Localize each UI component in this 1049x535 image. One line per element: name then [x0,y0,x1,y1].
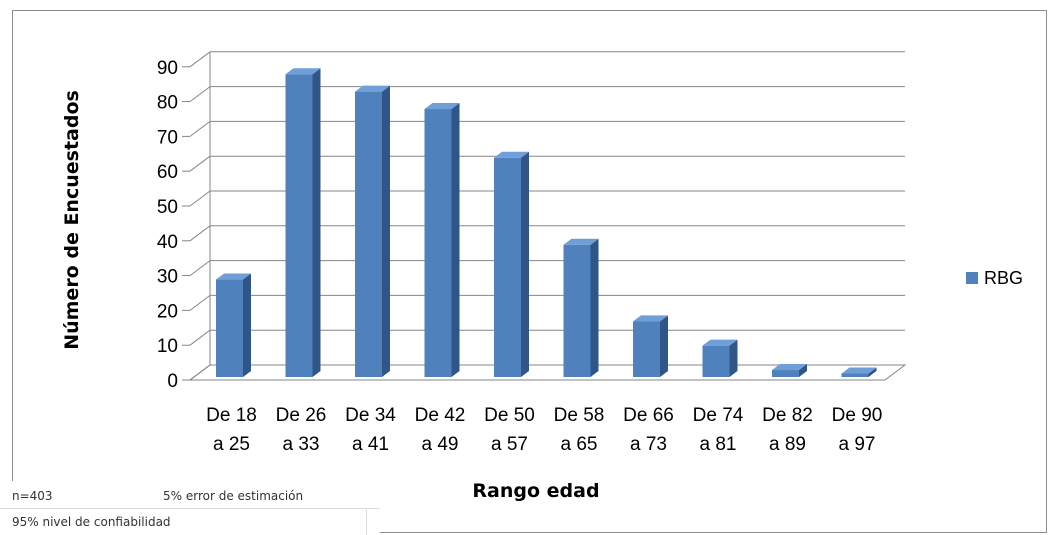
note-divider [0,508,380,509]
gridline-diagonal [189,86,211,102]
legend-label-rbg: RBG [984,268,1023,288]
x-tick-label: a 57 [491,434,528,455]
x-tick-label: De 74 [693,405,744,426]
bar-top [424,103,460,110]
bar [772,364,807,377]
gridline-diagonal [189,329,211,346]
x-tick-label: a 33 [283,434,320,455]
bar-top [494,151,529,158]
bar-side [590,238,599,377]
confidence-note: 95% nivel de confiabilidad [12,515,171,529]
bar-front [424,109,452,377]
legend-swatch-rbg [966,272,978,284]
bar [841,367,877,377]
bar-front [216,279,243,377]
gridline-diagonal [189,190,211,207]
bar-side [799,364,807,377]
y-tick-labels: 0 10 20 30 40 50 60 70 80 90 [157,58,178,392]
x-tick-label: De 58 [554,405,605,426]
bar-side [243,273,251,377]
bar [494,151,529,377]
x-tick-label: De 26 [276,405,327,426]
x-tick-label: De 90 [832,405,883,426]
gridline-diagonal [189,294,211,311]
y-tick-label: 10 [157,336,178,357]
bar-side [382,85,390,377]
y-tick-label: 0 [167,371,178,392]
bar-top [563,238,599,245]
x-tick-label: a 89 [769,434,806,455]
bar-front [772,370,799,377]
x-tick-label: a 65 [561,434,598,455]
gridline-diagonal [189,121,211,137]
bar [216,273,251,377]
y-tick-label: 90 [157,58,178,79]
gridline-diagonal [189,225,211,242]
x-tick-label: De 66 [623,405,674,426]
bar-front [494,157,521,377]
chart-frame [12,10,1047,533]
bar-side [451,103,460,377]
sample-size-note: n=403 [12,489,53,503]
gridline-diagonal [189,260,211,277]
error-margin-note: 5% error de estimación [163,489,304,503]
gridline-diagonal [189,155,211,172]
y-tick-label: 20 [157,301,178,322]
x-tick-label: De 42 [415,405,466,426]
bar-top [285,68,321,75]
x-tick-label: De 50 [484,405,535,426]
bars [216,68,877,378]
bar-side [660,315,668,377]
bar-side [312,68,321,378]
bar-top [841,367,877,374]
x-tick-label: a 49 [422,434,459,455]
bar [355,85,390,377]
y-tick-label: 50 [157,197,178,218]
survey-notes: n=403 5% error de estimación 95% nivel d… [0,481,380,535]
y-axis-title: Número de Encuestados [61,90,83,350]
bar-side [868,367,877,377]
y-tick-label: 30 [157,267,178,288]
bar-front [355,91,382,377]
y-tick-label: 80 [157,93,178,114]
bar-front [563,244,591,377]
x-axis-title: Rango edad [472,480,599,502]
bar-top [355,85,390,92]
x-tick-label: De 18 [206,405,257,426]
bar-front [702,345,730,377]
note-divider [366,509,367,535]
x-tick-labels: De 18 a 25 De 26 a 33 De 34 a 41 De 42 a 49 De 5… [206,405,882,455]
bar-top [772,364,807,371]
gridline-diagonal [189,51,211,68]
x-tick-label: a 41 [352,434,389,455]
x-tick-label: De 82 [762,405,813,426]
bar [285,68,321,378]
bar-top [216,273,251,280]
x-tick-label: a 97 [839,434,876,455]
bar-top [702,339,738,346]
bar-top [633,315,668,322]
x-tick-label: a 73 [630,434,667,455]
bar-front [841,373,869,377]
bar [702,339,738,377]
y-tick-label: 60 [157,162,178,183]
bar [424,103,460,377]
y-tick-label: 70 [157,127,178,148]
x-tick-label: De 34 [345,405,396,426]
x-tick-label: a 81 [700,434,737,455]
gridline-diagonal [189,364,211,381]
bar-side [729,339,738,377]
y-tick-label: 40 [157,232,178,253]
bar [633,315,668,377]
bar-front [633,321,660,377]
x-tick-label: a 25 [213,434,250,455]
legend: RBG [966,268,1023,288]
gridlines [182,51,907,381]
bar-front [285,74,313,378]
bar-side [521,151,529,377]
bar [563,238,599,377]
